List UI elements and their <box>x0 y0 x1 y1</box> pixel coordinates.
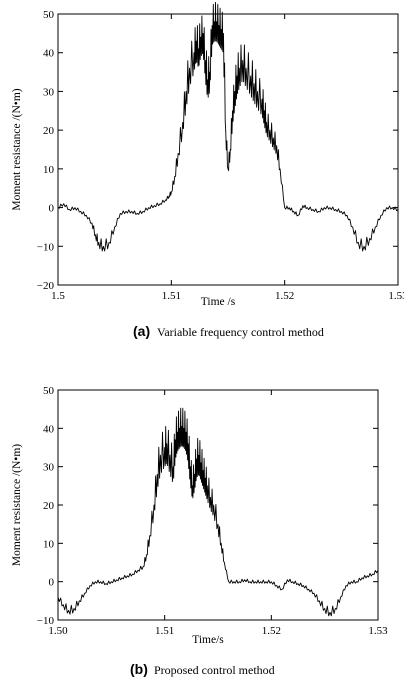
y-tick-label: 20 <box>43 125 55 137</box>
x-axis-label: Time/s <box>192 634 224 646</box>
x-tick-label: 1.52 <box>275 290 294 302</box>
caption-tag: (a) <box>133 323 150 339</box>
y-tick-label: 10 <box>43 538 55 550</box>
plot-frame <box>57 13 399 286</box>
series-line <box>57 407 379 617</box>
y-tick-label: −20 <box>37 280 55 292</box>
chart-panel-b: 50 40 30 20 10 0 −101.50 1.51 1.52 1.53 Time/s Mome… <box>11 385 388 677</box>
x-tick-label: 1.51 <box>155 625 174 637</box>
y-tick-label: −10 <box>37 241 55 253</box>
y-tick-label: 30 <box>43 86 55 98</box>
y-axis-label: Moment resistance /(N•m) <box>11 444 23 566</box>
y-tick-label: 30 <box>43 462 55 474</box>
y-tick-label: 50 <box>43 9 55 21</box>
caption-title: Variable frequency control method <box>157 325 324 339</box>
caption-tag: (b) <box>130 661 148 677</box>
y-tick-label: 20 <box>43 500 55 512</box>
y-tick-label: 10 <box>43 164 55 176</box>
series-line <box>57 1 399 252</box>
x-tick-label: 1.52 <box>262 625 281 637</box>
y-tick-label: 0 <box>49 203 55 215</box>
y-axis-label: Moment resistance /(N•m) <box>11 88 23 210</box>
y-tick-label: −10 <box>37 615 55 627</box>
x-tick-label: 1.53 <box>388 290 404 302</box>
y-tick-label: 50 <box>43 385 55 397</box>
chart-panel-a: 50 40 30 20 10 0 −10 −201.5 1.51 1.52 1.53 Time /s M… <box>11 1 404 339</box>
plot-frame <box>57 389 379 621</box>
caption-title: Proposed control method <box>154 663 275 677</box>
x-tick-label: 1.5 <box>51 290 65 302</box>
y-tick-label: 40 <box>43 48 55 60</box>
x-axis-label: Time /s <box>201 296 236 308</box>
y-tick-label: 40 <box>43 423 55 435</box>
x-tick-label: 1.51 <box>162 290 181 302</box>
x-tick-label: 1.50 <box>48 625 68 637</box>
x-tick-label: 1.53 <box>368 625 388 637</box>
y-tick-label: 0 <box>49 577 55 589</box>
